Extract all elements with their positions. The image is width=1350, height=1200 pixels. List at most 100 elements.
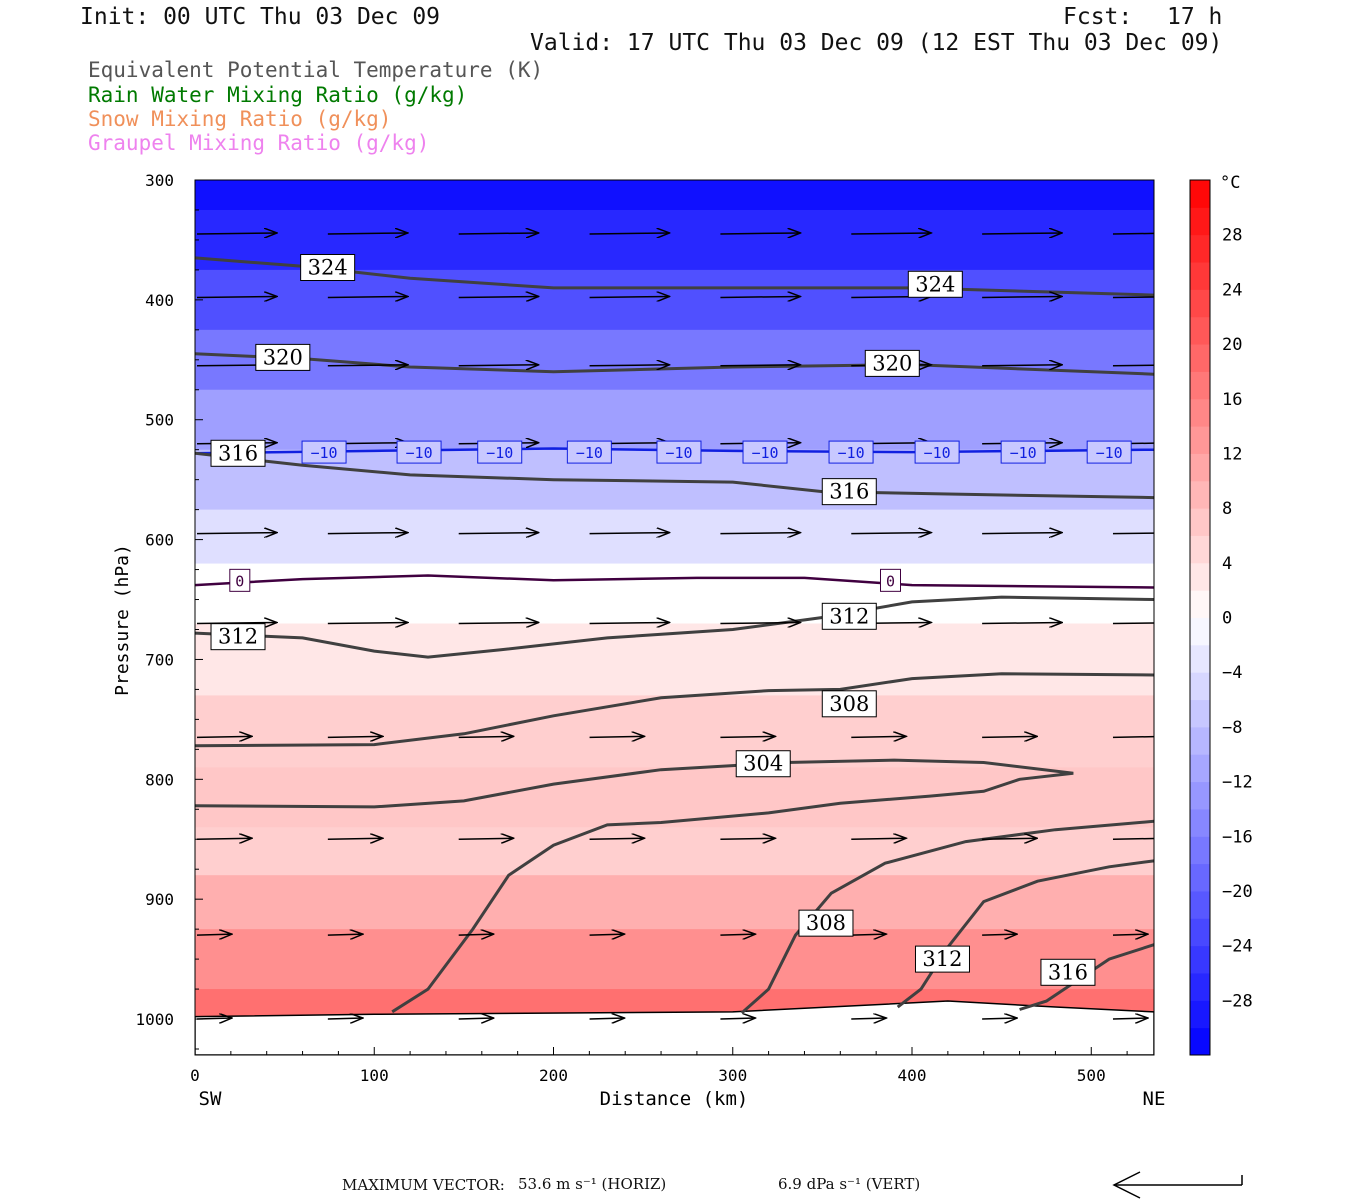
isotherm-label: 0 [229, 568, 251, 592]
colorbar-segment [1190, 972, 1210, 1001]
theta-e-contour [896, 859, 1154, 1009]
wind-vector [327, 622, 408, 623]
colorbar-segment [1190, 316, 1210, 345]
isotherm-label: −10 [742, 440, 788, 464]
svg-text:308: 308 [806, 911, 846, 935]
colorbar-frame [1189, 179, 1211, 1056]
colorbar-segment [1190, 207, 1210, 236]
colorbar-tick-label: −8 [1222, 718, 1242, 738]
theta-e-contour [195, 595, 1154, 659]
wind-vector [196, 934, 232, 935]
legend-theta-e: Equivalent Potential Temperature (K) [88, 58, 544, 82]
x-left-direction: SW [199, 1088, 222, 1110]
wind-vector [589, 365, 670, 366]
isotherm-label: 0 [879, 568, 901, 592]
wind-vector [196, 533, 277, 534]
wind-vector [458, 736, 514, 737]
colorbar-tick-label: 12 [1222, 444, 1242, 464]
colorbar-segment [1190, 890, 1210, 919]
isotherm-label: −10 [1086, 440, 1132, 464]
wind-vector [1112, 934, 1148, 935]
plot-frame [194, 179, 1155, 1056]
colorbar-segment [1190, 562, 1210, 591]
wind-vector [851, 1018, 886, 1019]
wind-vector [589, 296, 670, 297]
theta-e-contour [195, 758, 1074, 1014]
isotherm-label: −10 [1000, 440, 1046, 464]
wind-vector [458, 533, 539, 534]
temperature-band [195, 389, 1154, 451]
temperature-band [195, 563, 1154, 625]
wind-vector [851, 736, 906, 737]
max-vector-horiz: 53.6 m s⁻¹ (HORIZ) [518, 1175, 667, 1193]
temperature-band [195, 929, 1154, 991]
wind-vector [458, 233, 539, 234]
svg-text:320: 320 [872, 351, 912, 375]
y-tick-label: 800 [145, 770, 174, 789]
y-axis-label: Pressure (hPa) [112, 544, 133, 696]
colorbar-segment [1190, 289, 1210, 318]
wind-vector [720, 296, 800, 297]
init-time: Init: 00 UTC Thu 03 Dec 09 [80, 4, 441, 30]
theta-e-contour [195, 451, 1154, 500]
colorbar-segment [1190, 371, 1210, 400]
colorbar-tick-label: 4 [1222, 554, 1232, 574]
colorbar-segment [1190, 699, 1210, 728]
wind-vector [982, 736, 1037, 737]
wind-vector [196, 296, 277, 297]
colorbar-segment [1190, 426, 1210, 454]
colorbar-tick-label: 0 [1222, 609, 1232, 629]
wind-vector [851, 233, 931, 234]
isotherm-label: −10 [566, 440, 612, 464]
x-tick-label: 100 [360, 1066, 389, 1085]
wind-vector [1112, 1018, 1148, 1019]
temperature-band [195, 875, 1154, 931]
temperature-band [195, 695, 1154, 769]
x-tick-label: 300 [718, 1066, 747, 1085]
svg-text:−10: −10 [924, 444, 951, 462]
wind-vector [458, 934, 494, 935]
wind-vector [1112, 232, 1154, 235]
colorbar-segment [1190, 617, 1210, 646]
colorbar-tick-label: 28 [1222, 226, 1242, 246]
colorbar-tick-label: −20 [1222, 882, 1253, 902]
colorbar-tick-label: 16 [1222, 390, 1242, 410]
wind-vector [1112, 532, 1154, 535]
wind-vector [982, 365, 1062, 366]
isotherm-label: −10 [396, 440, 442, 464]
colorbar-segment [1190, 918, 1210, 947]
wind-vector [589, 622, 670, 623]
wind-vector [1112, 622, 1154, 625]
svg-text:−10: −10 [576, 444, 603, 462]
theta-e-label: 304 [735, 750, 791, 778]
wind-vector [196, 233, 277, 234]
wind-vector [1112, 296, 1154, 299]
isotherm-label: −10 [301, 440, 347, 464]
svg-text:−10: −10 [1010, 444, 1037, 462]
wind-vector [327, 296, 408, 297]
theta-e-label: 312 [210, 623, 266, 651]
forecast-label: Fcst: [1063, 4, 1133, 30]
theta-e-label: 316 [1040, 958, 1096, 986]
svg-text:316: 316 [829, 480, 869, 504]
wind-vector [851, 934, 886, 935]
isotherm-label: −10 [656, 440, 702, 464]
y-tick-label: 300 [145, 171, 174, 190]
wind-vector [1112, 364, 1154, 367]
svg-text:312: 312 [829, 604, 869, 628]
x-axis-label: Distance (km) [600, 1088, 749, 1110]
legend-graupel: Graupel Mixing Ratio (g/kg) [88, 131, 430, 155]
colorbar-tick-label: −28 [1222, 991, 1253, 1011]
wind-vector [982, 233, 1062, 234]
svg-text:0: 0 [886, 572, 895, 590]
theta-e-label: 324 [907, 270, 963, 298]
colorbar-segment [1190, 398, 1210, 427]
wind-vector [327, 533, 408, 534]
wind-vector [327, 736, 383, 737]
wind-vector [720, 934, 755, 935]
colorbar-segment [1190, 726, 1210, 755]
temperature-band [195, 180, 1154, 211]
y-tick-label: 700 [145, 650, 174, 669]
svg-text:−10: −10 [406, 444, 433, 462]
